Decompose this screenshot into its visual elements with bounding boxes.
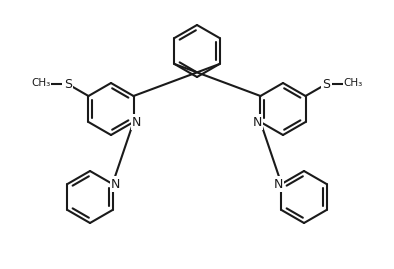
Text: N: N <box>253 115 262 129</box>
Text: N: N <box>132 115 141 129</box>
Text: N: N <box>111 178 120 190</box>
Text: N: N <box>274 178 283 190</box>
Text: S: S <box>322 77 330 90</box>
Text: S: S <box>64 77 72 90</box>
Text: CH₃: CH₃ <box>31 78 50 88</box>
Text: CH₃: CH₃ <box>344 78 363 88</box>
